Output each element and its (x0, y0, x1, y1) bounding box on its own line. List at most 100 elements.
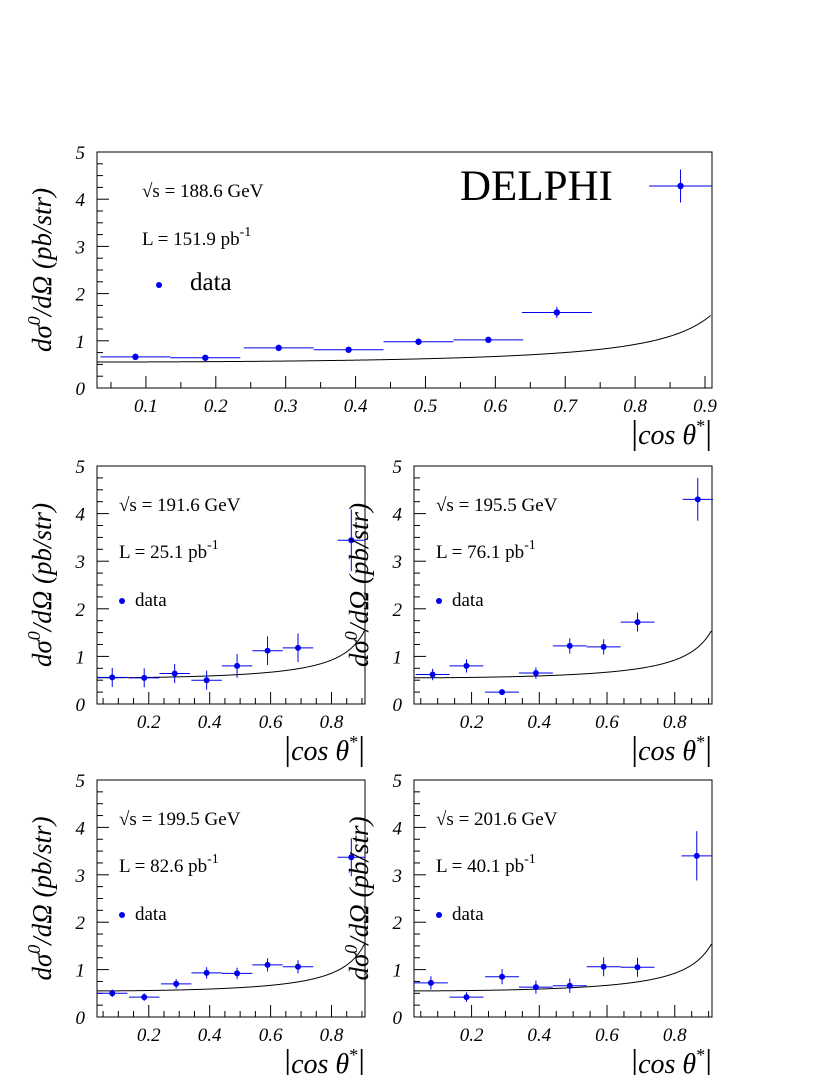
data-point (586, 639, 621, 655)
data-point (97, 989, 128, 998)
y-tick-label: 5 (76, 771, 86, 792)
data-point (552, 978, 587, 993)
y-tick-label: 5 (76, 457, 86, 478)
x-axis-label-sup: * (349, 1045, 358, 1065)
data-marker (348, 537, 355, 544)
x-axis-label-main: cos θ (638, 1049, 696, 1075)
legend-label: data (135, 590, 167, 611)
y-tick-label: 2 (76, 600, 86, 621)
y-tick-label: 3 (392, 552, 403, 573)
x-axis-label: |cos θ*| (631, 1044, 712, 1075)
y-tick-label: 5 (76, 143, 86, 164)
y-axis-label-sup: 0 (24, 945, 44, 954)
y-tick-label: 1 (76, 961, 86, 982)
y-tick-label: 4 (393, 505, 403, 526)
y-axis-label-rest: /dΩ (pb/str) (344, 503, 374, 633)
data-point (191, 670, 222, 690)
x-axis-label-bar-left: | (631, 731, 638, 768)
x-tick-label: 0.8 (320, 1025, 344, 1046)
data-marker (234, 662, 241, 669)
data-marker (499, 973, 506, 980)
y-axis-label: dσ0/dΩ (pb/str) (341, 503, 374, 667)
data-point (337, 509, 365, 572)
y-axis-label-main: dσ (344, 639, 374, 668)
data-marker (463, 994, 470, 1001)
energy-label: √s = 199.5 GeV (119, 809, 241, 830)
legend-marker (436, 598, 442, 604)
x-tick-label: 0.6 (595, 1025, 619, 1046)
luminosity-label: L = 151.9 pb-1 (142, 225, 251, 250)
data-point (252, 958, 283, 972)
y-tick-label: 3 (392, 866, 403, 887)
data-marker (677, 182, 684, 190)
y-tick-label: 1 (76, 332, 86, 353)
data-marker (234, 970, 241, 977)
data-marker (345, 346, 352, 353)
y-tick-label: 5 (393, 457, 403, 478)
y-tick-label: 0 (76, 379, 86, 400)
data-point (415, 668, 450, 681)
data-marker (109, 674, 116, 681)
x-axis-label-main: cos θ (291, 736, 349, 767)
x-axis-label-main: cos θ (638, 420, 696, 451)
data-point (682, 477, 714, 521)
x-axis-label-bar-left: | (284, 731, 291, 768)
luminosity-label: L = 25.1 pb-1 (119, 538, 219, 563)
y-axis-label-sup: 0 (341, 631, 361, 640)
x-tick-label: 0.7 (553, 396, 578, 417)
data-point (282, 960, 314, 974)
data-point (521, 306, 592, 319)
x-tick-label: 0.2 (137, 1025, 161, 1046)
y-axis-label-rest: /dΩ (pb/str) (344, 816, 374, 946)
data-marker (295, 963, 301, 970)
y-tick-label: 2 (76, 913, 86, 934)
data-marker (264, 647, 271, 654)
luminosity-exponent: -1 (207, 538, 219, 553)
theory-curve (97, 630, 365, 679)
y-axis-label-main: dσ (27, 324, 57, 353)
y-axis-label-rest: /dΩ (pb/str) (27, 188, 57, 318)
y-axis-label-rest: /dΩ (pb/str) (27, 816, 57, 946)
y-axis-label-main: dσ (344, 952, 374, 981)
x-tick-label: 0.6 (259, 712, 283, 733)
y-tick-label: 1 (393, 647, 403, 668)
data-point (586, 957, 621, 977)
x-tick-label: 0.2 (460, 712, 484, 733)
data-point (128, 993, 160, 1001)
energy-label: √s = 201.6 GeV (436, 809, 558, 830)
data-point (100, 353, 171, 361)
data-point (191, 967, 222, 979)
legend-label: data (135, 904, 167, 925)
data-marker (132, 353, 139, 361)
y-tick-label: 4 (76, 190, 86, 211)
data-point (170, 354, 241, 361)
data-marker (634, 964, 641, 971)
data-point (160, 979, 192, 989)
luminosity-label: L = 76.1 pb-1 (436, 538, 536, 563)
data-marker (694, 496, 701, 503)
theory-curve (414, 943, 712, 992)
x-axis-label-sup: * (696, 732, 705, 752)
data-point (159, 664, 190, 684)
energy-label: √s = 191.6 GeV (119, 495, 241, 516)
x-axis-label: |cos θ*| (284, 731, 365, 768)
theory-curve (97, 943, 365, 992)
data-point (221, 654, 253, 678)
x-tick-label: 0.4 (527, 712, 551, 733)
legend-label: data (452, 904, 484, 925)
data-marker (566, 642, 573, 649)
x-axis-label-bar-right: | (358, 1044, 365, 1075)
experiment-label: DELPHI (460, 163, 613, 210)
data-marker (171, 670, 178, 677)
x-axis-label: |cos θ*| (631, 731, 712, 768)
luminosity-exponent: -1 (207, 852, 219, 867)
y-tick-label: 0 (76, 695, 86, 716)
data-marker (553, 309, 561, 316)
luminosity-exponent: -1 (524, 538, 536, 553)
y-tick-label: 4 (76, 818, 86, 839)
data-point (485, 969, 519, 985)
data-marker (532, 670, 539, 677)
y-tick-label: 3 (75, 866, 86, 887)
data-marker (429, 671, 436, 678)
data-marker (275, 344, 282, 352)
